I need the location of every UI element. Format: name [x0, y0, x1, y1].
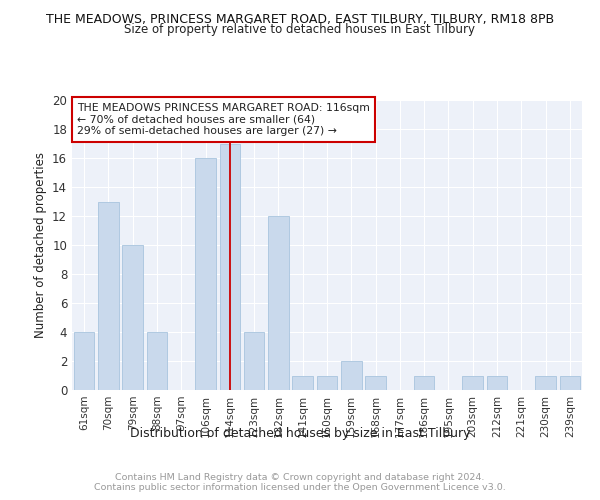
Bar — [74, 332, 94, 390]
Text: Distribution of detached houses by size in East Tilbury: Distribution of detached houses by size … — [130, 428, 470, 440]
Text: Size of property relative to detached houses in East Tilbury: Size of property relative to detached ho… — [125, 24, 476, 36]
Bar — [341, 361, 362, 390]
Bar — [220, 144, 240, 390]
Bar — [560, 376, 580, 390]
Text: THE MEADOWS PRINCESS MARGARET ROAD: 116sqm
← 70% of detached houses are smaller : THE MEADOWS PRINCESS MARGARET ROAD: 116s… — [77, 103, 370, 136]
Bar — [365, 376, 386, 390]
Text: Contains public sector information licensed under the Open Government Licence v3: Contains public sector information licen… — [94, 482, 506, 492]
Y-axis label: Number of detached properties: Number of detached properties — [34, 152, 47, 338]
Bar — [122, 245, 143, 390]
Bar — [244, 332, 265, 390]
Bar — [146, 332, 167, 390]
Bar — [463, 376, 483, 390]
Text: Contains HM Land Registry data © Crown copyright and database right 2024.: Contains HM Land Registry data © Crown c… — [115, 472, 485, 482]
Text: THE MEADOWS, PRINCESS MARGARET ROAD, EAST TILBURY, TILBURY, RM18 8PB: THE MEADOWS, PRINCESS MARGARET ROAD, EAS… — [46, 12, 554, 26]
Bar — [98, 202, 119, 390]
Bar — [414, 376, 434, 390]
Bar — [195, 158, 216, 390]
Bar — [268, 216, 289, 390]
Bar — [487, 376, 508, 390]
Bar — [317, 376, 337, 390]
Bar — [292, 376, 313, 390]
Bar — [535, 376, 556, 390]
